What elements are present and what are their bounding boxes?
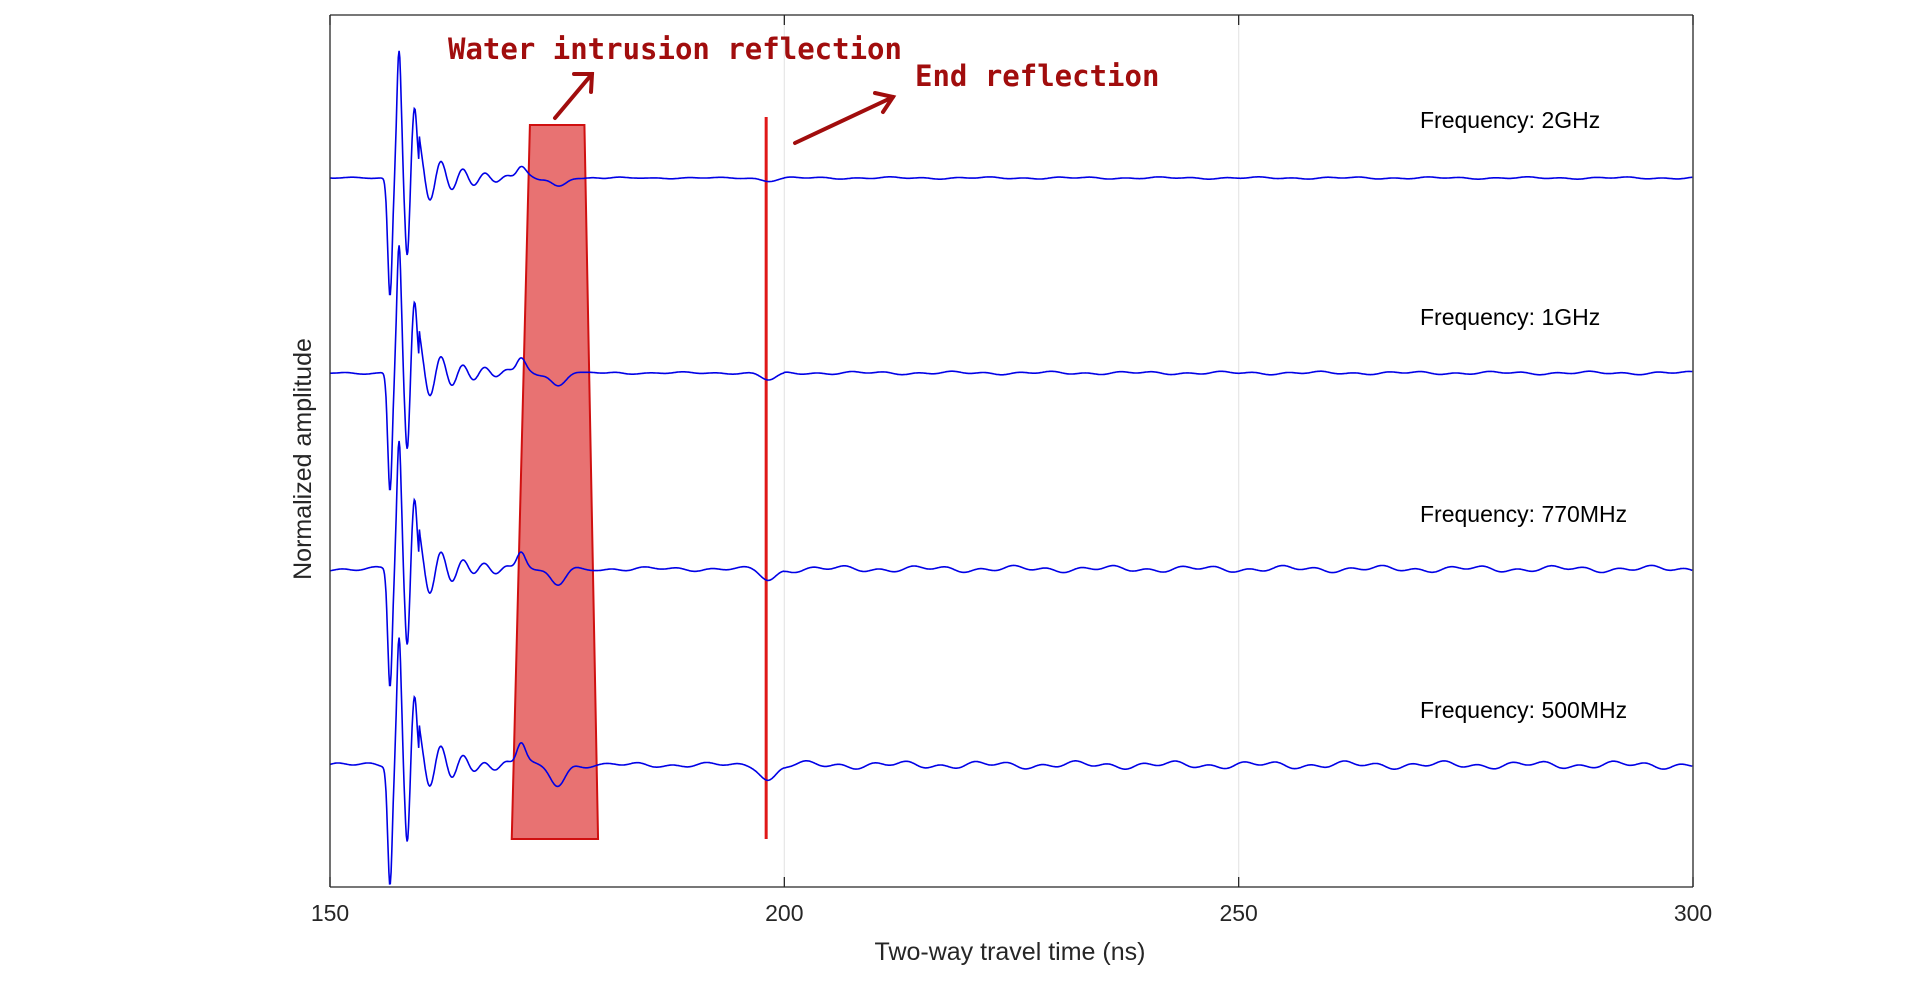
series-label: Frequency: 500MHz [1420,697,1627,723]
x-axis-label: Two-way travel time (ns) [875,938,1146,966]
series-line [330,50,1693,296]
series-line [329,440,1693,687]
x-tick-label: 150 [311,900,349,926]
water-intrusion-arrow-icon [553,72,595,120]
end-reflection-arrow-icon [793,91,897,145]
axes-layer: 150 200 250 300 [311,14,1712,926]
highlight-layer [510,117,768,840]
annotation-layer: Water intrusion reflection End reflectio… [448,32,1159,145]
x-tick-label: 250 [1219,900,1257,926]
x-tick-label: 300 [1674,900,1712,926]
y-axis-label: Normalized amplitude [289,338,317,580]
x-tick-label: 200 [765,900,803,926]
grid-layer [783,15,1240,887]
series-line [329,637,1693,885]
series-label: Frequency: 2GHz [1420,107,1600,133]
series-label: Frequency: 770MHz [1420,501,1627,527]
water-intrusion-annotation: Water intrusion reflection [448,32,902,66]
series-line [329,245,1693,491]
series-label: Frequency: 1GHz [1420,304,1600,330]
water-intrusion-region [510,124,600,840]
series-layer: Frequency: 2GHz Frequency: 1GHz Frequency:… [329,50,1693,885]
end-reflection-annotation: End reflection [915,59,1159,93]
